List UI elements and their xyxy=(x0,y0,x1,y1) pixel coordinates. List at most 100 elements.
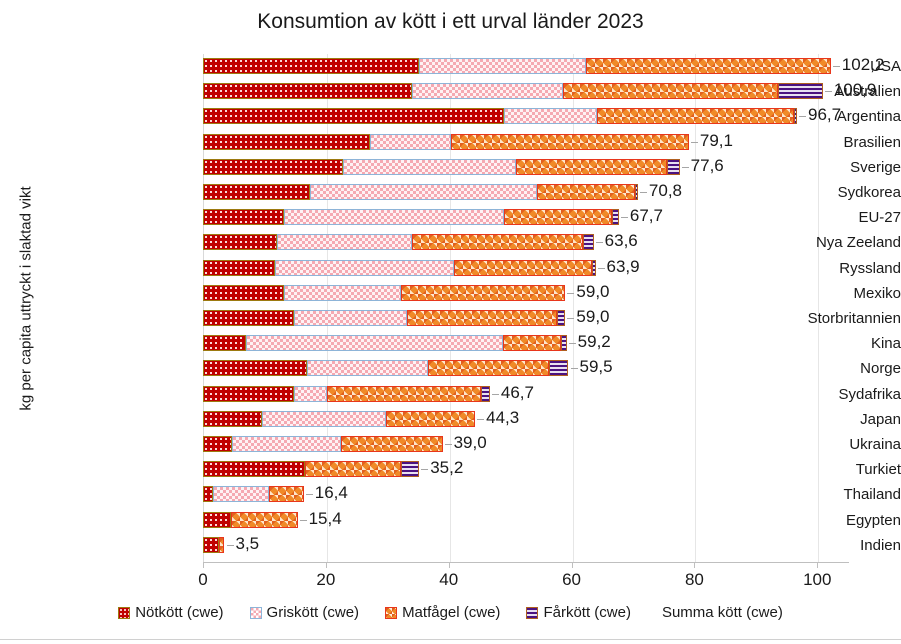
chart-legend: Nötkött (cwe) Griskött (cwe) Matfågel (cwe… xyxy=(0,604,901,621)
x-tick xyxy=(694,562,696,568)
chart-title: Konsumtion av kött i ett urval länder 20… xyxy=(257,10,644,33)
legend-swatch-icon xyxy=(526,606,539,619)
bar-segment[interactable] xyxy=(231,511,298,528)
total-leader-line xyxy=(570,368,578,370)
bar-segment[interactable] xyxy=(635,184,638,200)
bar-segment[interactable] xyxy=(777,83,823,100)
bar-segment[interactable] xyxy=(261,410,387,427)
bar-segment[interactable] xyxy=(203,410,262,427)
bar-segment[interactable] xyxy=(307,360,428,377)
y-axis-category-label: Brasilien xyxy=(843,133,901,151)
legend-item[interactable]: Nötkött (cwe) xyxy=(118,604,224,621)
bar-segment[interactable] xyxy=(451,133,689,150)
bar-segment[interactable] xyxy=(203,158,344,175)
bar-segment[interactable] xyxy=(203,385,294,402)
bar-segment[interactable] xyxy=(284,209,504,226)
bar-segment[interactable] xyxy=(592,259,596,276)
bar-segment[interactable] xyxy=(400,284,566,301)
bar-segment[interactable] xyxy=(275,259,454,276)
bar-segment[interactable] xyxy=(343,158,517,175)
y-axis-category-label: Japan xyxy=(860,410,901,428)
bar-segment[interactable] xyxy=(293,310,407,326)
total-leader-line xyxy=(226,544,234,546)
bar-segment[interactable] xyxy=(203,284,285,301)
bar-segment[interactable] xyxy=(203,310,294,326)
bar-segment[interactable] xyxy=(246,335,503,352)
y-axis-title: kg per capita uttryckt i slaktad vikt xyxy=(17,186,35,411)
bar-segment[interactable] xyxy=(411,234,583,251)
bar-total-label: 39,0 xyxy=(453,433,487,452)
bar-segment[interactable] xyxy=(203,133,371,150)
y-axis-category-label: Australien xyxy=(834,83,901,101)
bar-segment[interactable] xyxy=(370,133,452,150)
bar-segment[interactable] xyxy=(504,108,598,125)
bar-total-label: 16,4 xyxy=(314,483,348,503)
bar-segment[interactable] xyxy=(427,360,550,377)
total-leader-line xyxy=(595,242,603,244)
bar-segment[interactable] xyxy=(203,209,285,226)
bar-segment[interactable] xyxy=(597,108,794,125)
bar-segment[interactable] xyxy=(556,310,566,326)
bar-segment[interactable] xyxy=(582,234,594,251)
bar-segment[interactable] xyxy=(203,58,420,74)
bar-segment[interactable] xyxy=(203,486,213,503)
bar-segment[interactable] xyxy=(612,209,619,226)
bar-segment[interactable] xyxy=(400,461,420,478)
bar-segment[interactable] xyxy=(560,335,567,352)
bar-total-label: 102,2 xyxy=(841,55,885,74)
bar-segment[interactable] xyxy=(406,310,557,326)
bar-segment[interactable] xyxy=(537,184,636,200)
bar-segment[interactable] xyxy=(304,461,401,478)
gridline xyxy=(326,54,328,562)
bar-segment[interactable] xyxy=(453,259,593,276)
bar-segment[interactable] xyxy=(419,58,587,74)
bar-segment[interactable] xyxy=(203,360,308,377)
bar-segment[interactable] xyxy=(218,536,225,553)
x-tick xyxy=(448,562,450,568)
legend-item[interactable]: Fårkött (cwe) xyxy=(526,604,631,621)
total-leader-line xyxy=(824,91,832,93)
y-axis-category-label: Turkiet xyxy=(855,461,901,479)
bar-segment[interactable] xyxy=(340,436,443,452)
total-leader-line xyxy=(299,519,307,521)
x-tick-label: 40 xyxy=(439,570,459,589)
bar-segment[interactable] xyxy=(411,83,563,100)
bar-segment[interactable] xyxy=(269,486,304,503)
bar-segment[interactable] xyxy=(203,108,504,125)
bar-segment[interactable] xyxy=(516,158,668,175)
bar-segment[interactable] xyxy=(502,335,561,352)
bar-total-label: 96,7 xyxy=(808,105,842,125)
bar-segment[interactable] xyxy=(562,83,778,100)
bar-segment[interactable] xyxy=(203,184,310,200)
x-tick-label: 20 xyxy=(316,570,336,589)
bar-segment[interactable] xyxy=(232,436,341,452)
bar-segment[interactable] xyxy=(504,209,613,226)
bar-segment[interactable] xyxy=(793,108,797,125)
bar-segment[interactable] xyxy=(549,360,569,377)
x-tick-label: 100 xyxy=(803,570,832,589)
bar-segment[interactable] xyxy=(586,58,831,74)
bar-segment[interactable] xyxy=(212,486,270,503)
bar-segment[interactable] xyxy=(203,259,276,276)
bar-segment[interactable] xyxy=(293,385,328,402)
bar-segment[interactable] xyxy=(327,385,481,402)
legend-item[interactable]: Griskött (cwe) xyxy=(249,604,359,621)
bar-segment[interactable] xyxy=(203,461,305,478)
bar-segment[interactable] xyxy=(386,410,476,427)
legend-item[interactable]: Summa kött (cwe) xyxy=(657,604,783,621)
bar-segment[interactable] xyxy=(667,158,680,175)
bar-segment[interactable] xyxy=(203,511,232,528)
bar-segment[interactable] xyxy=(276,234,412,251)
bar-total-label: 59,0 xyxy=(576,281,610,301)
bar-segment[interactable] xyxy=(203,83,412,100)
bar-segment[interactable] xyxy=(480,385,490,402)
total-leader-line xyxy=(477,418,485,420)
bar-segment[interactable] xyxy=(203,436,233,452)
bar-segment[interactable] xyxy=(203,536,219,553)
bar-segment[interactable] xyxy=(203,234,277,251)
bar-segment[interactable] xyxy=(284,284,401,301)
bar-segment[interactable] xyxy=(309,184,538,200)
bar-total-label: 100,9 xyxy=(833,80,877,100)
bar-segment[interactable] xyxy=(203,335,246,352)
legend-item[interactable]: Matfågel (cwe) xyxy=(385,604,500,621)
